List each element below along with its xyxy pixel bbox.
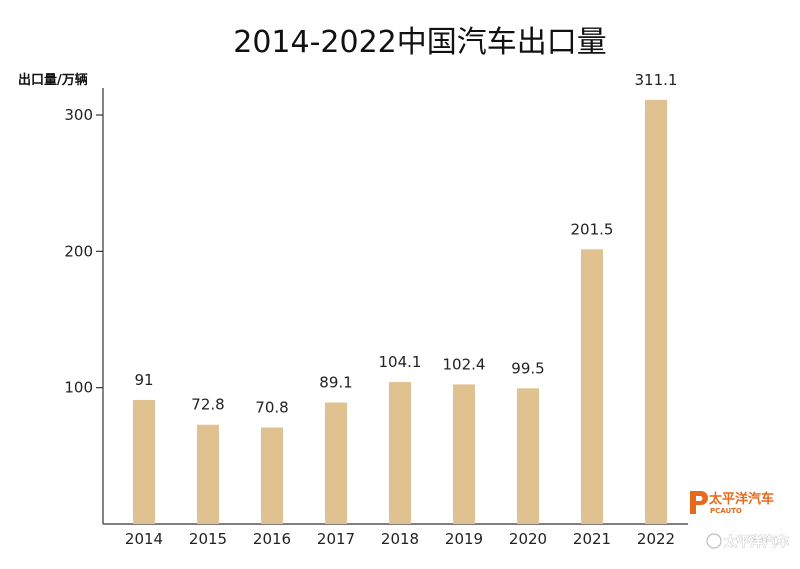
- x-tick-label-2019: 2019: [445, 530, 483, 548]
- y-tick-label: 300: [64, 106, 93, 124]
- y-tick-label: 200: [64, 242, 93, 260]
- x-tick-label-2014: 2014: [125, 530, 163, 548]
- x-tick-label-2017: 2017: [317, 530, 355, 548]
- x-tick-label-2022: 2022: [637, 530, 675, 548]
- pcauto-logo: 太平洋汽车 PCAUTO: [690, 491, 774, 515]
- value-label-2014: 91: [134, 371, 153, 389]
- value-labels: 91 72.8 70.8 89.1 104.1 102.4 99.5 201.5 311.1: [134, 71, 677, 417]
- bar-2014: [133, 399, 155, 524]
- value-label-2015: 72.8: [191, 396, 224, 414]
- value-label-2017: 89.1: [319, 374, 352, 392]
- value-label-2022: 311.1: [635, 71, 678, 89]
- bar-2019: [453, 384, 475, 524]
- y-tick-label: 100: [64, 379, 93, 397]
- value-label-2019: 102.4: [443, 355, 486, 373]
- watermark: 太平洋汽车: [706, 533, 789, 550]
- value-label-2018: 104.1: [379, 353, 422, 371]
- bar-2020: [517, 388, 539, 524]
- bar-2022: [645, 99, 667, 524]
- x-tick-label-2021: 2021: [573, 530, 611, 548]
- bars: [133, 99, 667, 524]
- watermark-text: 太平洋汽车: [723, 534, 789, 550]
- bar-2016: [261, 427, 283, 524]
- y-axis-label: 出口量/万辆: [18, 72, 88, 88]
- x-tick-label-2016: 2016: [253, 530, 291, 548]
- logo-mark-icon: [690, 491, 708, 514]
- logo-main-text: 太平洋汽车: [708, 491, 774, 507]
- y-ticks: 100 200 300: [64, 106, 103, 397]
- bar-2015: [197, 424, 219, 524]
- x-tick-label-2018: 2018: [381, 530, 419, 548]
- x-tick-label-2015: 2015: [189, 530, 227, 548]
- value-label-2016: 70.8: [255, 398, 288, 416]
- value-label-2021: 201.5: [571, 220, 614, 238]
- value-label-2020: 99.5: [511, 359, 544, 377]
- x-tick-labels: 2014 2015 2016 2017 2018 2019 2020 2021 2022: [125, 530, 675, 548]
- bar-2018: [389, 382, 411, 524]
- logo-sub-text: PCAUTO: [710, 507, 742, 515]
- bar-2017: [325, 402, 347, 524]
- watermark-icon: [706, 533, 722, 549]
- chart-title: 2014-2022中国汽车出口量: [233, 25, 607, 60]
- bar-2021: [581, 249, 603, 524]
- x-tick-label-2020: 2020: [509, 530, 547, 548]
